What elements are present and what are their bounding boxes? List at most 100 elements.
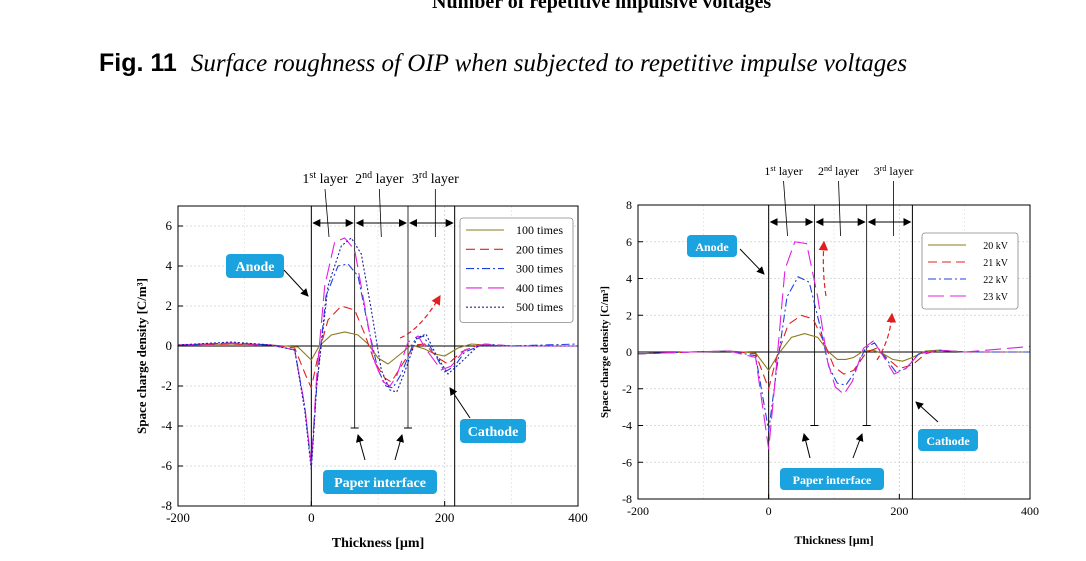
growth-arrow [876,312,897,361]
legend-label: 300 times [516,262,563,276]
y-tick-label: -8 [161,498,172,513]
y-tick-label: 4 [166,258,173,273]
x-tick-label: 0 [308,510,315,525]
y-tick-label: 0 [626,345,632,359]
y-tick-label: -4 [161,418,172,433]
legend-label: 400 times [516,281,563,295]
series-line-4 [177,237,578,465]
layer-label: 1st layer [302,170,347,188]
layer-text: layer [372,172,404,187]
layer-suffix: st [770,164,776,173]
legend-label: 23 kV [983,292,1009,303]
legend-label: 500 times [516,300,563,314]
figure-label: Fig. 11 [99,49,177,77]
y-tick-label: 8 [626,198,632,212]
anode-arrow [739,248,765,275]
layer-suffix: rd [880,164,887,173]
layer-suffix: st [309,170,316,181]
chart-2: 1st layer 2nd layer 3rd layer-200 0 200 400-8… [599,164,1039,548]
layer-label: 3rd layer [412,170,459,188]
anode-arrow [283,269,309,297]
figure-caption: Fig. 11 Surface roughness of OIP when sub… [99,44,1039,83]
paper-interface-callout-label: Paper interface [334,476,426,491]
legend-label: 100 times [516,223,563,237]
y-tick-label: -6 [622,455,632,469]
caption-text: Surface roughness of OIP when subjected … [190,50,908,77]
x-axis-title: Thickness [µm] [794,533,873,547]
cathode-callout-label: Cathode [468,425,519,440]
x-tick-label: 200 [890,504,908,518]
y-tick-label: -2 [161,378,172,393]
layer-suffix: nd [824,164,832,173]
layer-label: 1st layer [764,164,802,179]
legend-box [459,217,574,323]
series-line-1 [637,333,1030,372]
anode-callout-box [226,254,284,278]
x-tick-label: 0 [766,504,772,518]
layer-number: 1 [302,172,309,187]
cathode-callout-box [918,429,978,451]
anode-callout-label: Anode [236,260,275,275]
layer-number: 3 [412,172,419,187]
paper-interface-arrow [852,433,864,459]
growth-arrow [399,294,441,339]
series-line-3 [177,263,579,467]
layer-pointer [838,180,841,237]
legend-label: 21 kV [983,258,1009,269]
layer-label: 2nd layer [818,164,859,179]
x-axis-title: Thickness [µm] [332,536,424,551]
legend-label: 200 times [516,242,563,256]
legend-box [921,232,1019,310]
y-tick-label: 6 [166,218,173,233]
paper-interface-arrow [801,433,811,459]
y-tick-label: -2 [622,382,632,396]
series-line-1 [177,331,578,365]
cathode-callout-box [460,419,526,443]
layer-number: 2 [818,164,824,178]
x-tick-label: 400 [568,510,588,525]
y-tick-label: 0 [166,338,173,353]
x-tick-label: -200 [627,504,649,518]
legend-label: 22 kV [983,275,1009,286]
y-tick-label: 4 [626,272,632,286]
layer-text: layer [832,164,859,178]
paper-interface-callout-box [323,470,437,494]
y-tick-label: 6 [626,235,632,249]
layer-number: 1 [764,164,770,178]
y-tick-label: -8 [622,492,632,506]
layer-pointer [324,188,330,238]
paper-interface-callout-label: Paper interface [793,473,872,487]
series-line-4 [637,241,1031,450]
y-axis-title: Space charge density [C/m³] [599,286,611,418]
series-line-5 [177,237,578,471]
anode-callout-label: Anode [695,240,729,254]
series-line-2 [637,314,1030,391]
cathode-callout-label: Cathode [926,434,970,448]
y-axis-title: Space charge density [C/m³] [134,278,149,434]
layer-text: layer [776,164,803,178]
y-tick-label: 2 [166,298,173,313]
legend-label: 20 kV [983,241,1009,252]
growth-arrow [818,240,829,297]
anode-callout-box [687,235,737,257]
layer-label: 2nd layer [355,170,404,188]
cathode-arrow [449,387,471,419]
layer-text: layer [316,172,348,187]
series-line-3 [637,275,1030,432]
y-tick-label: -4 [622,419,632,433]
series-line-2 [177,305,578,390]
paper-interface-arrow [394,434,404,461]
paper-interface-callout-box [780,468,884,490]
x-tick-label: 200 [435,510,455,525]
layer-number: 2 [355,172,362,187]
y-tick-label: 2 [626,308,632,322]
cathode-arrow [915,401,939,423]
layer-suffix: nd [362,170,372,181]
layer-text: layer [886,164,913,178]
layer-number: 3 [874,164,880,178]
layer-label: 3rd layer [874,164,914,179]
layer-pointer [378,188,382,238]
y-tick-label: -6 [161,458,172,473]
plot-frame [177,205,579,507]
